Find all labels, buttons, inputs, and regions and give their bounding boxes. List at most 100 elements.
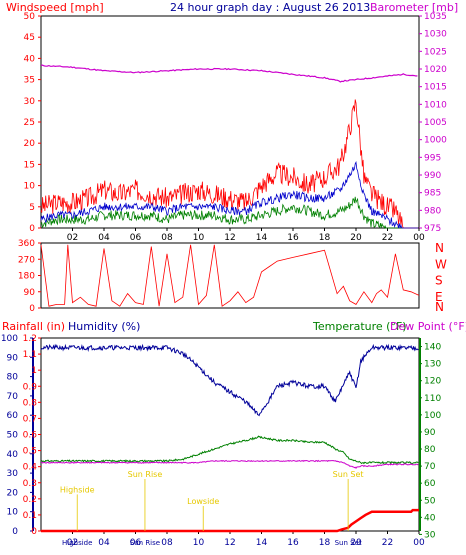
humidity-tick-label: 30 <box>7 469 19 479</box>
x-tick-label: 12 <box>224 538 235 548</box>
x-tick-label: 14 <box>256 233 268 243</box>
x-tick-label: 16 <box>287 538 299 548</box>
barometer-axis-title: Barometer [mb] <box>370 1 458 14</box>
windspeed-line <box>40 99 419 229</box>
barometer-tick-label: 1035 <box>424 12 447 22</box>
direction-line <box>40 244 420 307</box>
direction-tick-label: 180 <box>18 272 35 282</box>
windspeed-tick-label: 15 <box>24 160 35 170</box>
x-tick-label: 16 <box>287 233 299 243</box>
windspeed-tick-label: 50 <box>24 12 36 22</box>
compass-label: E <box>435 290 443 304</box>
compass-label: N <box>435 241 444 255</box>
rain-tick-label: 0.7 <box>23 414 37 424</box>
x-tick-label: 12 <box>224 233 235 243</box>
compass-label: N <box>435 300 444 314</box>
temperature-tick-label: 100 <box>424 411 441 421</box>
barometer-tick-label: 1020 <box>424 65 447 75</box>
x-tick-label: 22 <box>382 233 393 243</box>
humidity-tick-label: 50 <box>7 431 19 441</box>
humidity-axis-title: Humidity (%) <box>68 320 140 333</box>
rain-tick-label: 0.8 <box>23 398 38 408</box>
windspeed-tick-label: 10 <box>24 182 36 192</box>
direction-tick-label: 90 <box>24 288 36 298</box>
astro-annotation: Sun Set <box>333 470 364 479</box>
windspeed-tick-label: 30 <box>24 97 36 107</box>
wind-avg-line <box>40 160 419 229</box>
x-tick-label: 10 <box>193 233 205 243</box>
direction-tick-label: 0 <box>29 304 35 314</box>
humidity-tick-label: 80 <box>7 373 19 383</box>
wind-chart: 0510152025303540455097598098599099510001… <box>24 12 448 243</box>
direction-tick-label: 270 <box>18 255 35 265</box>
rain-tick-label: 1.1 <box>23 350 37 360</box>
humidity-tick-label: 0 <box>12 527 18 537</box>
astro-time-label: Sun Rise <box>130 539 160 547</box>
x-tick-label: 02 <box>67 538 78 548</box>
x-tick-label: 04 <box>98 233 110 243</box>
temperature-tick-label: 70 <box>424 462 436 472</box>
temperature-line <box>40 435 419 465</box>
dewpoint-axis-title: Dew Point (°F) <box>390 320 466 333</box>
barometer-tick-label: 1015 <box>424 83 447 93</box>
rain-tick-label: 0.2 <box>23 495 37 505</box>
windspeed-tick-label: 5 <box>29 203 35 213</box>
temperature-tick-label: 30 <box>424 530 436 540</box>
barometer-tick-label: 1030 <box>424 30 447 40</box>
astro-annotation: Lowside <box>187 497 219 506</box>
temperature-axis-title: Temperature (°F) <box>312 320 407 333</box>
rain-tick-label: 0.6 <box>23 431 38 441</box>
humidity-chart: 010203040506070809010000.10.20.30.40.50.… <box>1 334 442 548</box>
x-tick-label: 22 <box>382 538 393 548</box>
windspeed-tick-label: 20 <box>24 139 36 149</box>
x-tick-label: 06 <box>130 233 142 243</box>
windspeed-axis-title: Windspeed [mph] <box>6 1 104 14</box>
temperature-tick-label: 140 <box>424 343 441 353</box>
x-tick-label: 08 <box>161 538 173 548</box>
x-tick-label: 00 <box>413 538 425 548</box>
rain-tick-label: 1.2 <box>23 334 37 344</box>
humidity-tick-label: 90 <box>7 353 19 363</box>
windspeed-tick-label: 25 <box>24 118 35 128</box>
humidity-tick-label: 20 <box>7 488 19 498</box>
x-tick-label: 20 <box>350 538 362 548</box>
x-tick-label: 18 <box>319 233 331 243</box>
rain-tick-label: 0.1 <box>23 511 37 521</box>
barometer-line <box>40 64 418 83</box>
astro-time-label: Highside <box>62 539 92 547</box>
x-tick-label: 02 <box>67 233 78 243</box>
temperature-tick-label: 80 <box>424 445 436 455</box>
barometer-tick-label: 980 <box>424 206 441 216</box>
rainfall-line <box>41 508 419 533</box>
rain-tick-label: 0.4 <box>23 463 38 473</box>
x-tick-label: 00 <box>413 233 425 243</box>
astro-time-label: Sun Set <box>335 539 362 547</box>
temperature-tick-label: 50 <box>424 496 436 506</box>
temperature-tick-label: 60 <box>424 479 436 489</box>
humidity-tick-label: 40 <box>7 450 19 460</box>
humidity-tick-label: 60 <box>7 411 19 421</box>
windspeed-tick-label: 0 <box>29 224 35 234</box>
rain-tick-label: 1 <box>31 366 37 376</box>
dewpoint-line <box>40 459 419 469</box>
x-tick-label: 10 <box>193 538 205 548</box>
temperature-tick-label: 110 <box>424 394 441 404</box>
temperature-tick-label: 40 <box>424 513 436 523</box>
barometer-tick-label: 985 <box>424 189 441 199</box>
chart-title: 24 hour graph day : August 26 2013 <box>170 1 370 14</box>
rain-tick-label: 0.3 <box>23 479 37 489</box>
windspeed-tick-label: 40 <box>24 54 36 64</box>
direction-tick-label: 360 <box>18 239 35 249</box>
humidity-tick-label: 70 <box>7 392 19 402</box>
x-tick-label: 18 <box>319 538 331 548</box>
barometer-tick-label: 975 <box>424 224 441 234</box>
x-tick-label: 20 <box>350 233 362 243</box>
compass-label: S <box>435 274 443 288</box>
wind-low-line <box>40 196 419 230</box>
barometer-tick-label: 1010 <box>424 100 447 110</box>
rain-tick-label: 0 <box>31 527 37 537</box>
windspeed-tick-label: 45 <box>24 33 35 43</box>
barometer-tick-label: 1005 <box>424 118 447 128</box>
